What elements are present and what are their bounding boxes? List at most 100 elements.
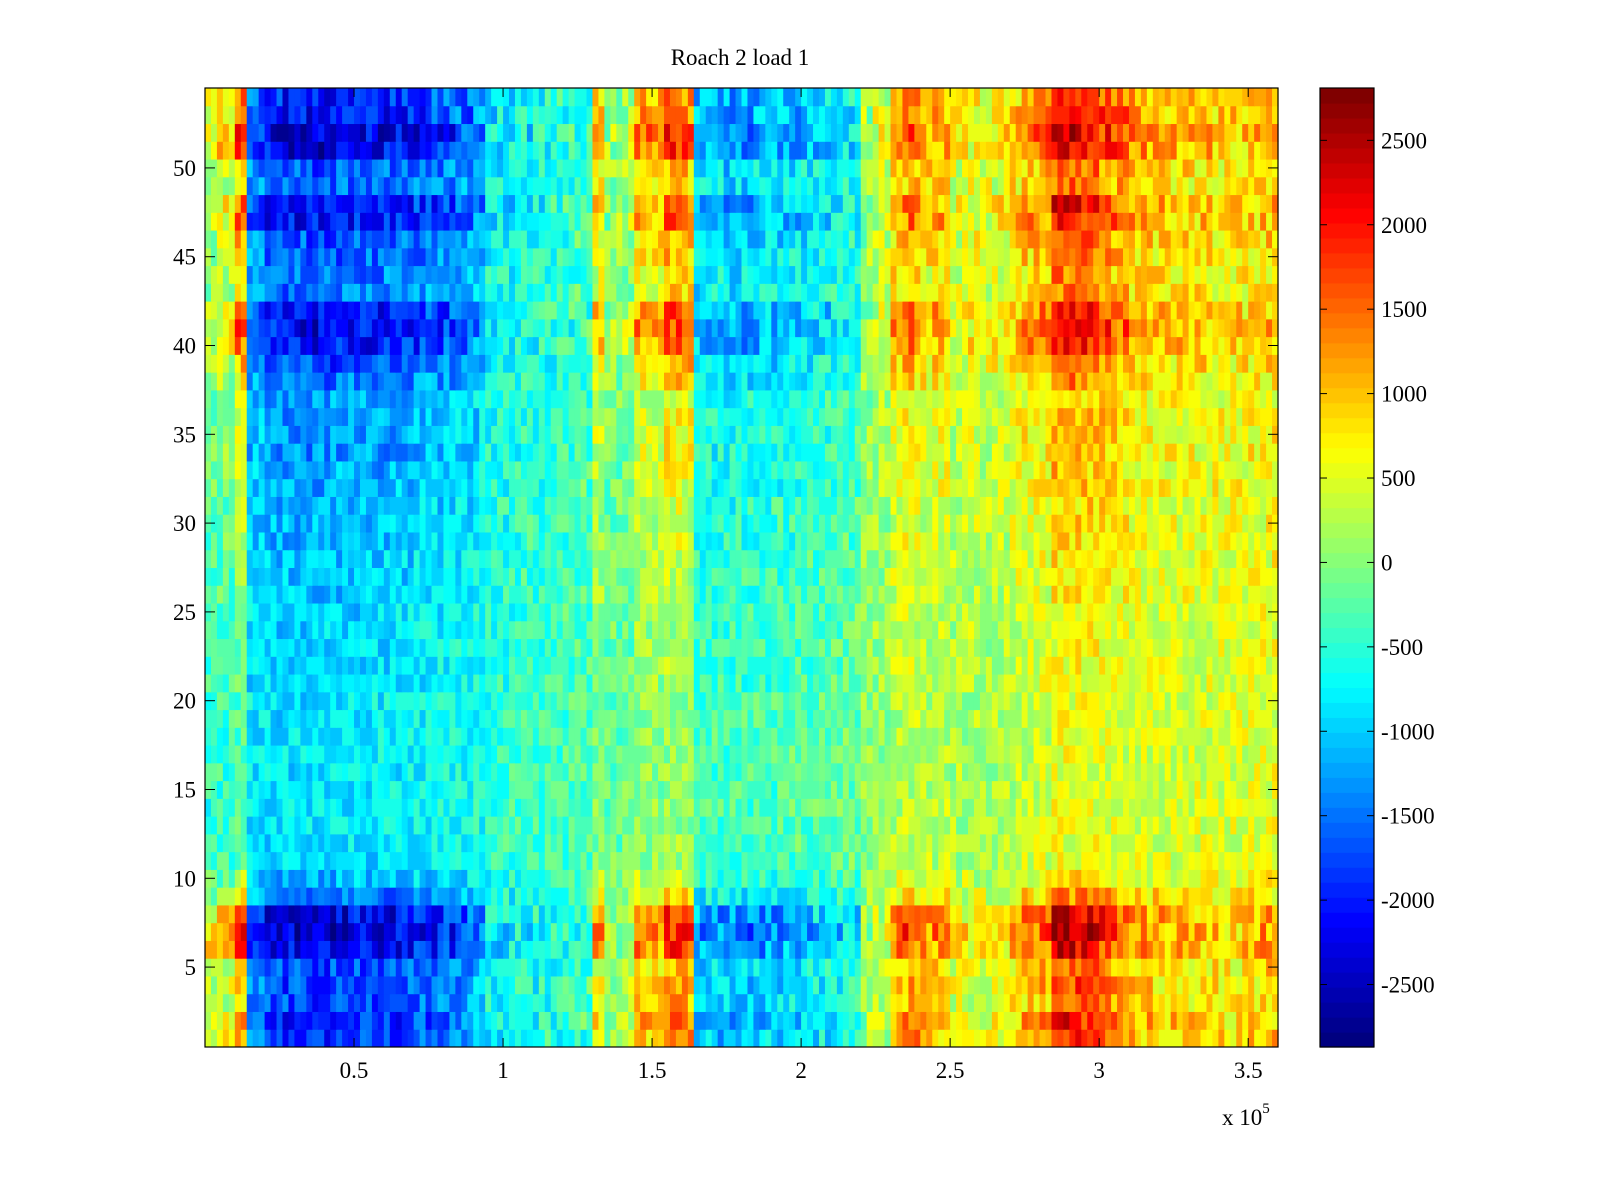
heatmap-cell — [1099, 603, 1106, 622]
heatmap-cell — [830, 922, 838, 941]
heatmap-cell — [681, 745, 689, 764]
heatmap-cell — [807, 585, 814, 604]
heatmap-cell — [944, 620, 951, 640]
heatmap-cell — [509, 656, 516, 675]
heatmap-cell — [1111, 1029, 1118, 1048]
heatmap-cell — [544, 656, 552, 675]
heatmap-cell — [991, 585, 999, 604]
heatmap-cell — [550, 869, 558, 888]
heatmap-cell — [771, 656, 778, 675]
heatmap-cell — [354, 674, 361, 693]
heatmap-cell — [777, 585, 784, 604]
heatmap-cell — [962, 816, 969, 835]
heatmap-cell — [1260, 958, 1267, 977]
heatmap-cell — [1140, 620, 1148, 640]
heatmap-cell — [914, 993, 921, 1012]
heatmap-cell — [532, 549, 540, 568]
heatmap-cell — [568, 1029, 576, 1048]
heatmap-cell — [544, 1029, 552, 1048]
heatmap-cell — [1146, 656, 1154, 675]
heatmap-cell — [753, 709, 760, 728]
heatmap-cell — [848, 1029, 856, 1048]
heatmap-cell — [514, 904, 522, 924]
heatmap-cell — [461, 567, 468, 586]
heatmap-cell — [866, 674, 874, 693]
heatmap-cell — [675, 958, 683, 977]
heatmap-cell — [801, 549, 808, 568]
heatmap-cell — [407, 620, 415, 640]
heatmap-cell — [1087, 603, 1094, 622]
heatmap-cell — [652, 762, 659, 782]
heatmap-cell — [1069, 887, 1076, 906]
heatmap-cell — [1188, 620, 1196, 640]
heatmap-cell — [854, 1011, 862, 1030]
heatmap-cell — [783, 603, 790, 622]
heatmap-cell — [538, 958, 546, 977]
heatmap-cell — [514, 549, 522, 568]
heatmap-cell — [312, 993, 319, 1012]
heatmap-cell — [1063, 958, 1070, 977]
heatmap-cell — [962, 904, 969, 924]
heatmap-cell — [717, 798, 725, 817]
heatmap-cell — [509, 745, 516, 764]
heatmap-cell — [854, 833, 862, 853]
heatmap-cell — [312, 851, 319, 870]
heatmap-cell — [1128, 567, 1136, 586]
heatmap-cell — [312, 904, 319, 924]
heatmap-cell — [956, 603, 963, 622]
heatmap-cell — [884, 727, 892, 746]
heatmap-cell — [896, 975, 904, 995]
heatmap-cell — [336, 1011, 343, 1030]
heatmap-cell — [693, 993, 701, 1012]
heatmap-cell — [705, 887, 713, 906]
heatmap-cell — [664, 745, 671, 764]
heatmap-cell — [264, 620, 272, 640]
heatmap-cell — [622, 958, 629, 977]
heatmap-cell — [574, 585, 582, 604]
heatmap-cell — [664, 833, 671, 853]
heatmap-cell — [1057, 816, 1064, 835]
heatmap-cell — [240, 727, 248, 746]
heatmap-cell — [395, 798, 403, 817]
heatmap-cell — [735, 922, 743, 941]
heatmap-cell — [371, 993, 379, 1012]
heatmap-cell — [1218, 887, 1225, 906]
heatmap-cell — [1093, 745, 1100, 764]
heatmap-cell — [872, 940, 880, 959]
heatmap-cell — [258, 1029, 266, 1048]
heatmap-cell — [652, 585, 659, 604]
heatmap-cell — [228, 869, 236, 888]
heatmap-cell — [544, 922, 552, 941]
heatmap-cell — [377, 585, 385, 604]
heatmap-cell — [866, 656, 874, 675]
heatmap-cell — [950, 638, 957, 657]
heatmap-cell — [1099, 1029, 1106, 1048]
heatmap-cell — [693, 745, 701, 764]
heatmap-cell — [586, 656, 594, 675]
heatmap-cell — [270, 780, 278, 799]
heatmap-cell — [216, 780, 224, 799]
heatmap-cell — [979, 904, 987, 924]
heatmap-cell — [616, 691, 623, 711]
heatmap-cell — [354, 709, 361, 728]
heatmap-cell — [920, 975, 927, 995]
heatmap-cell — [270, 691, 278, 711]
heatmap-cell — [866, 869, 874, 888]
heatmap-cell — [1069, 762, 1076, 782]
heatmap-cell — [294, 603, 301, 622]
heatmap-cell — [908, 762, 915, 782]
heatmap-cell — [497, 869, 504, 888]
heatmap-cell — [532, 745, 540, 764]
heatmap-cell — [783, 727, 790, 746]
heatmap-cell — [431, 1011, 439, 1030]
heatmap-cell — [1087, 656, 1094, 675]
heatmap-cell — [401, 780, 409, 799]
heatmap-cell — [210, 585, 218, 604]
heatmap-cell — [777, 620, 784, 640]
heatmap-cell — [324, 674, 331, 693]
heatmap-cell — [985, 780, 993, 799]
heatmap-cell — [425, 1029, 433, 1048]
heatmap-cell — [729, 620, 737, 640]
heatmap-cell — [711, 638, 719, 657]
heatmap-cell — [640, 816, 647, 835]
